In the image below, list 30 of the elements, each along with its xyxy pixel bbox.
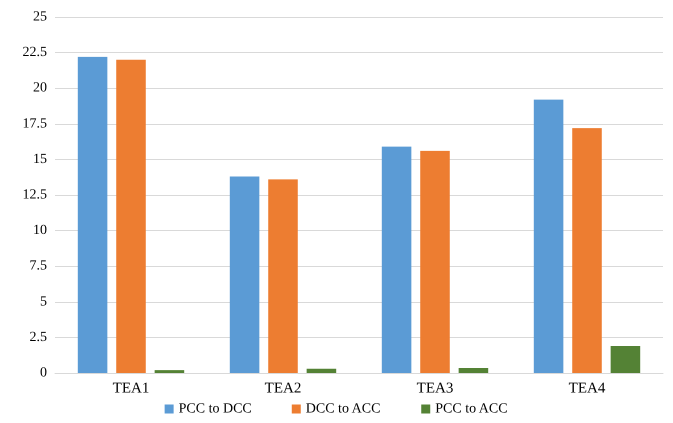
bar xyxy=(420,150,450,373)
legend-label: DCC to ACC xyxy=(306,402,380,416)
bar xyxy=(610,346,640,373)
x-tick-label: TEA2 xyxy=(264,380,302,396)
bar xyxy=(458,368,488,373)
y-tick-label: 5 xyxy=(40,294,47,310)
y-tick-label: 15 xyxy=(33,152,47,167)
y-tick-label: 12.5 xyxy=(22,188,47,202)
bar xyxy=(572,128,602,373)
y-tick-label: 22.5 xyxy=(22,45,47,60)
bar xyxy=(230,176,260,373)
bar xyxy=(154,370,184,373)
y-tick-label: 7.5 xyxy=(30,258,47,274)
y-tick-label: 2.5 xyxy=(30,330,47,345)
y-tick-label: 17.5 xyxy=(22,116,47,132)
y-tick-label: 0 xyxy=(40,366,47,380)
bar xyxy=(78,56,108,373)
y-tick-label: 25 xyxy=(33,10,47,24)
x-tick-label: TEA1 xyxy=(112,380,150,396)
y-tick-label: 10 xyxy=(33,223,47,238)
bar xyxy=(382,146,412,373)
bar xyxy=(268,179,298,373)
y-tick-label: 20 xyxy=(33,80,47,96)
x-tick-label: TEA3 xyxy=(416,380,454,396)
bar xyxy=(534,100,564,373)
legend-label: PCC to ACC xyxy=(435,402,508,416)
legend-label: PCC to DCC xyxy=(178,402,252,416)
bar xyxy=(116,60,146,373)
x-tick-label: TEA4 xyxy=(568,380,606,396)
bar xyxy=(306,368,336,373)
